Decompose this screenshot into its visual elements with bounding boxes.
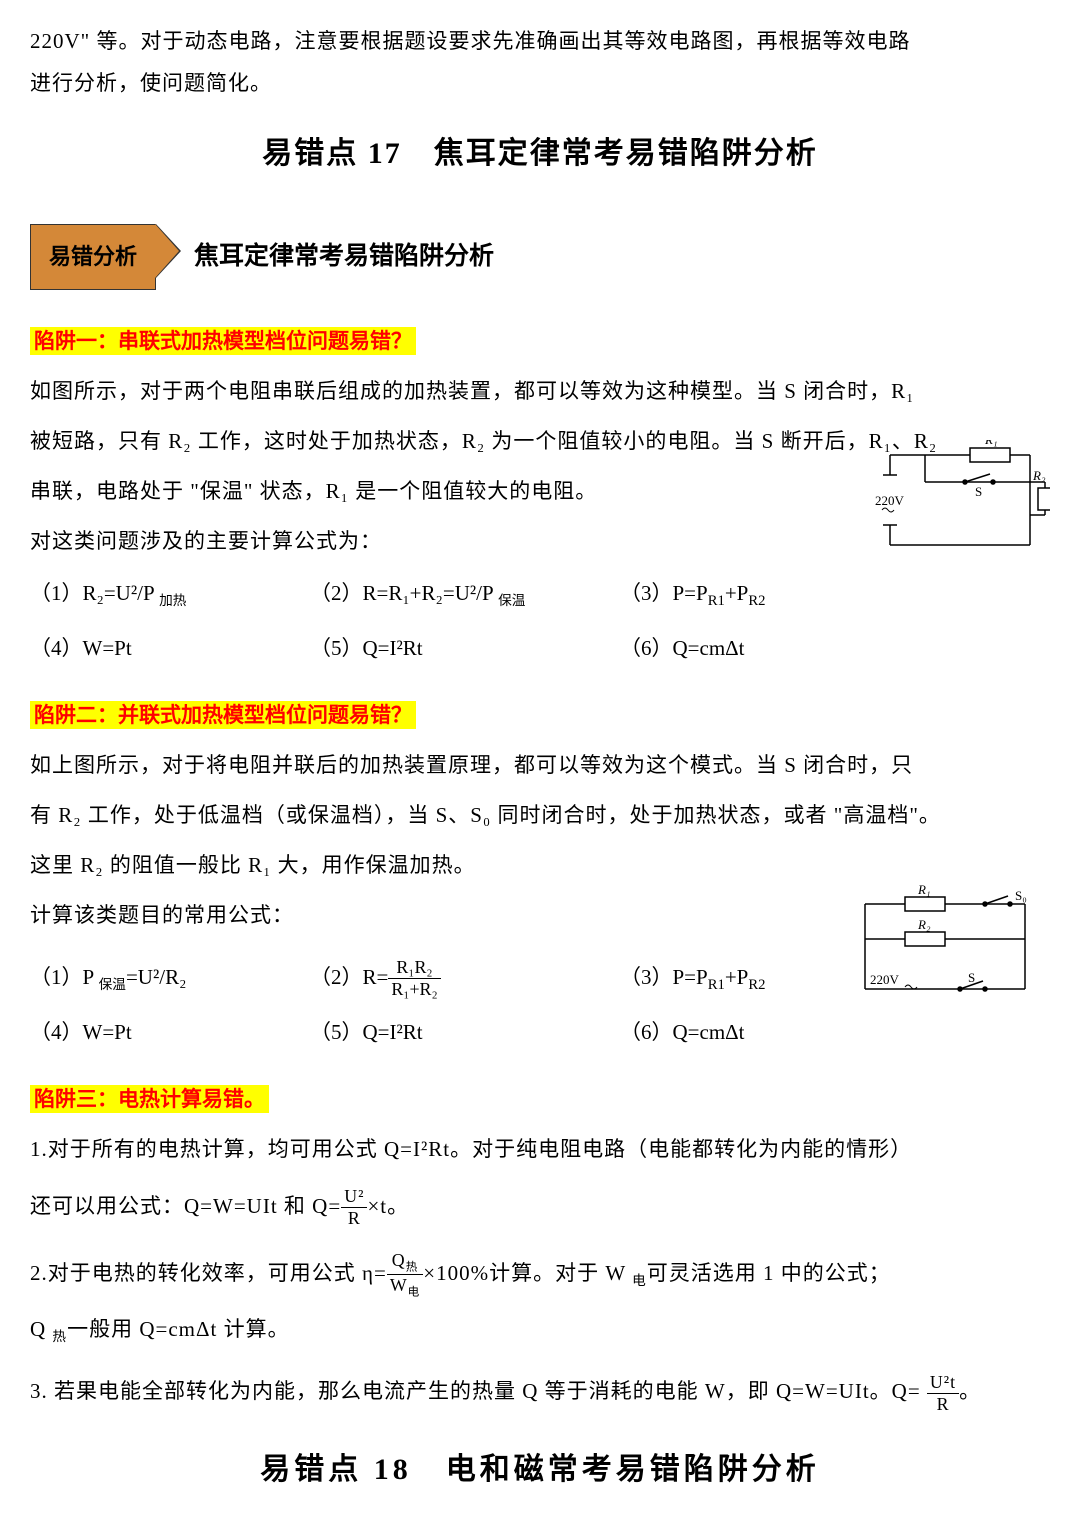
- trap-2-p2: 有 R₂ 工作，处于低温档（或保温档），当 S、S₀ 同时闭合时，处于加热状态，…: [30, 794, 1050, 836]
- intro-line-2: 进行分析，使问题简化。: [30, 71, 272, 95]
- svg-text:R₁: R₁: [984, 440, 997, 447]
- formula-1-4: （4）W=Pt: [30, 627, 310, 669]
- trap-1-formula-row-2: （4）W=Pt （5）Q=I²Rt （6）Q=cmΔt: [30, 627, 1050, 669]
- circuit-diagram-parallel: R₁ S₀ R₂ S 220V: [850, 884, 1040, 1028]
- intro-line-1: 220V" 等。对于动态电路，注意要根据题设要求先准确画出其等效电路图，再根据等…: [30, 29, 910, 53]
- section-header: 易错分析 焦耳定律常考易错陷阱分析: [30, 224, 1050, 290]
- section-title: 焦耳定律常考易错陷阱分析: [194, 232, 494, 282]
- trap-3-header: 陷阱三：电热计算易错。: [30, 1085, 269, 1113]
- trap-2-block: 陷阱二：并联式加热模型档位问题易错？ 如上图所示，对于将电阻并联后的加热装置原理…: [30, 694, 1050, 1053]
- svg-text:S₀: S₀: [1015, 888, 1027, 903]
- trap-3-block: 陷阱三：电热计算易错。 1.对于所有的电热计算，均可用公式 Q=I²Rt。对于纯…: [30, 1078, 1050, 1416]
- formula-2-2: （2）R=R₁R₂R₁+R₂: [310, 956, 620, 1001]
- svg-text:R₂: R₂: [917, 917, 931, 932]
- intro-paragraph: 220V" 等。对于动态电路，注意要根据题设要求先准确画出其等效电路图，再根据等…: [30, 20, 1050, 104]
- svg-text:S: S: [968, 970, 975, 985]
- formula-1-3: （3）P=PR1+PR2: [620, 572, 860, 617]
- formula-2-4: （4）W=Pt: [30, 1011, 310, 1053]
- trap-2-header: 陷阱二：并联式加热模型档位问题易错？: [30, 701, 416, 729]
- trap-1-p1: 如图所示，对于两个电阻串联后组成的加热装置，都可以等效为这种模型。当 S 闭合时…: [30, 370, 1050, 412]
- trap-3-p3: 2.对于电热的转化效率，可用公式 η=Q热W电×100%计算。对于 W 电可灵活…: [30, 1250, 1050, 1300]
- formula-2-3: （3）P=PR1+PR2: [620, 956, 860, 1001]
- trap-3-p4: Q 热一般用 Q=cmΔt 计算。: [30, 1308, 1050, 1351]
- trap-2-p1: 如上图所示，对于将电阻并联后的加热装置原理，都可以等效为这个模式。当 S 闭合时…: [30, 744, 1050, 786]
- svg-text:220V: 220V: [870, 972, 900, 987]
- svg-text:S: S: [975, 484, 982, 499]
- main-title: 易错点 17 焦耳定律常考易错陷阱分析: [30, 124, 1050, 184]
- svg-text:R₁: R₁: [917, 884, 930, 897]
- trap-3-p1: 1.对于所有的电热计算，均可用公式 Q=I²Rt。对于纯电阻电路（电能都转化为内…: [30, 1128, 1050, 1170]
- bottom-title: 易错点 18 电和磁常考易错陷阱分析: [30, 1440, 1050, 1500]
- formula-1-6: （6）Q=cmΔt: [620, 627, 860, 669]
- trap-3-p2: 还可以用公式：Q=W=UIt 和 Q=U²R×t。: [30, 1185, 1050, 1230]
- trap-1-block: R₁ R₂ S 220V 陷阱: [30, 320, 1050, 669]
- svg-text:220V: 220V: [875, 493, 905, 508]
- svg-text:R₂: R₂: [1032, 468, 1046, 483]
- trap-1-formula-row-1: （1）R₂=U²/P 加热 （2）R=R₁+R₂=U²/P 保温 （3）P=PR…: [30, 572, 1050, 617]
- circuit-diagram-series: R₁ R₂ S 220V: [875, 440, 1050, 574]
- formula-2-1: （1）P 保温=U²/R₂: [30, 956, 310, 1001]
- formula-1-2: （2）R=R₁+R₂=U²/P 保温: [310, 572, 620, 617]
- formula-1-5: （5）Q=I²Rt: [310, 627, 620, 669]
- formula-1-1: （1）R₂=U²/P 加热: [30, 572, 310, 617]
- trap-2-p3: 这里 R₂ 的阻值一般比 R₁ 大，用作保温加热。: [30, 844, 1050, 886]
- analysis-badge: 易错分析: [30, 224, 156, 290]
- formula-2-5: （5）Q=I²Rt: [310, 1011, 620, 1053]
- trap-1-header: 陷阱一：串联式加热模型档位问题易错？: [30, 327, 416, 355]
- formula-2-6: （6）Q=cmΔt: [620, 1011, 860, 1053]
- trap-3-p5: 3. 若果电能全部转化为内能，那么电流产生的热量 Q 等于消耗的电能 W，即 Q…: [30, 1370, 1050, 1415]
